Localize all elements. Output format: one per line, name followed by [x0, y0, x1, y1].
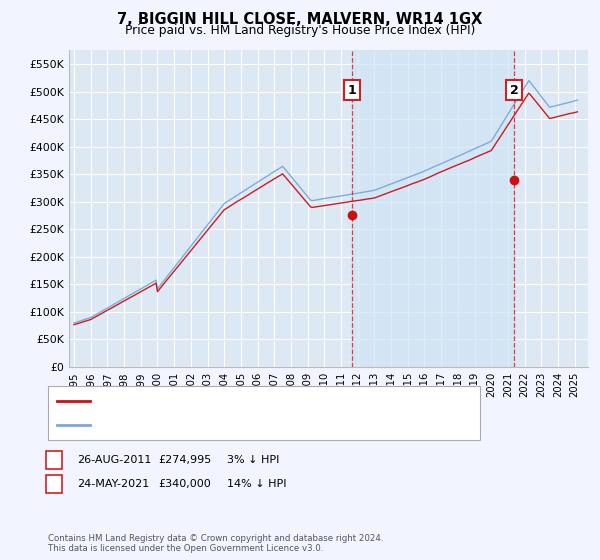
Text: £274,995: £274,995 [158, 455, 211, 465]
Text: 2: 2 [50, 479, 58, 489]
Text: 7, BIGGIN HILL CLOSE, MALVERN, WR14 1GX: 7, BIGGIN HILL CLOSE, MALVERN, WR14 1GX [118, 12, 482, 27]
Text: 1: 1 [347, 83, 356, 96]
Text: Price paid vs. HM Land Registry's House Price Index (HPI): Price paid vs. HM Land Registry's House … [125, 24, 475, 37]
Text: 26-AUG-2011: 26-AUG-2011 [77, 455, 151, 465]
Text: HPI: Average price, detached house, Malvern Hills: HPI: Average price, detached house, Malv… [96, 419, 356, 430]
Text: 1: 1 [50, 455, 58, 465]
Bar [352, 50, 514, 367]
Text: 24-MAY-2021: 24-MAY-2021 [77, 479, 149, 489]
Text: Contains HM Land Registry data © Crown copyright and database right 2024.
This d: Contains HM Land Registry data © Crown c… [48, 534, 383, 553]
Text: 2: 2 [510, 83, 518, 96]
Text: £340,000: £340,000 [158, 479, 211, 489]
Text: 14% ↓ HPI: 14% ↓ HPI [227, 479, 286, 489]
Text: 7, BIGGIN HILL CLOSE, MALVERN, WR14 1GX (detached house): 7, BIGGIN HILL CLOSE, MALVERN, WR14 1GX … [96, 396, 422, 407]
Text: 3% ↓ HPI: 3% ↓ HPI [227, 455, 279, 465]
